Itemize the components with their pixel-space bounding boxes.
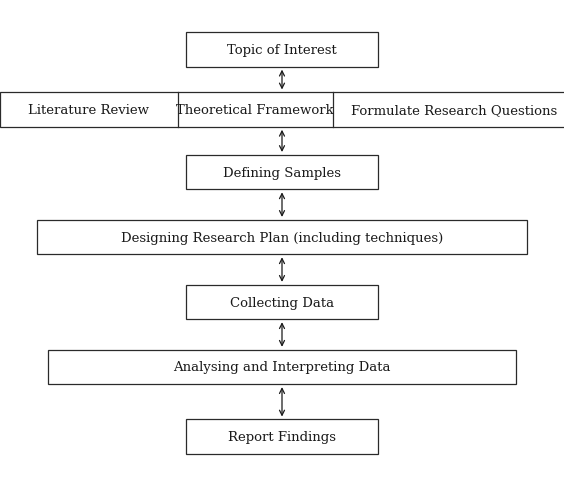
Text: Designing Research Plan (including techniques): Designing Research Plan (including techn… [121,231,443,244]
FancyBboxPatch shape [186,33,378,68]
Text: Defining Samples: Defining Samples [223,166,341,180]
Text: Collecting Data: Collecting Data [230,296,334,309]
Text: Analysing and Interpreting Data: Analysing and Interpreting Data [173,360,391,374]
Text: Topic of Interest: Topic of Interest [227,44,337,57]
FancyBboxPatch shape [186,156,378,190]
Text: Report Findings: Report Findings [228,430,336,444]
Text: Formulate Research Questions: Formulate Research Questions [351,104,558,117]
FancyBboxPatch shape [48,350,516,384]
Text: Theoretical Framework: Theoretical Framework [176,104,334,117]
FancyBboxPatch shape [0,93,564,128]
FancyBboxPatch shape [186,285,378,320]
FancyBboxPatch shape [186,420,378,454]
FancyBboxPatch shape [37,220,527,255]
Text: Literature Review: Literature Review [28,104,149,117]
